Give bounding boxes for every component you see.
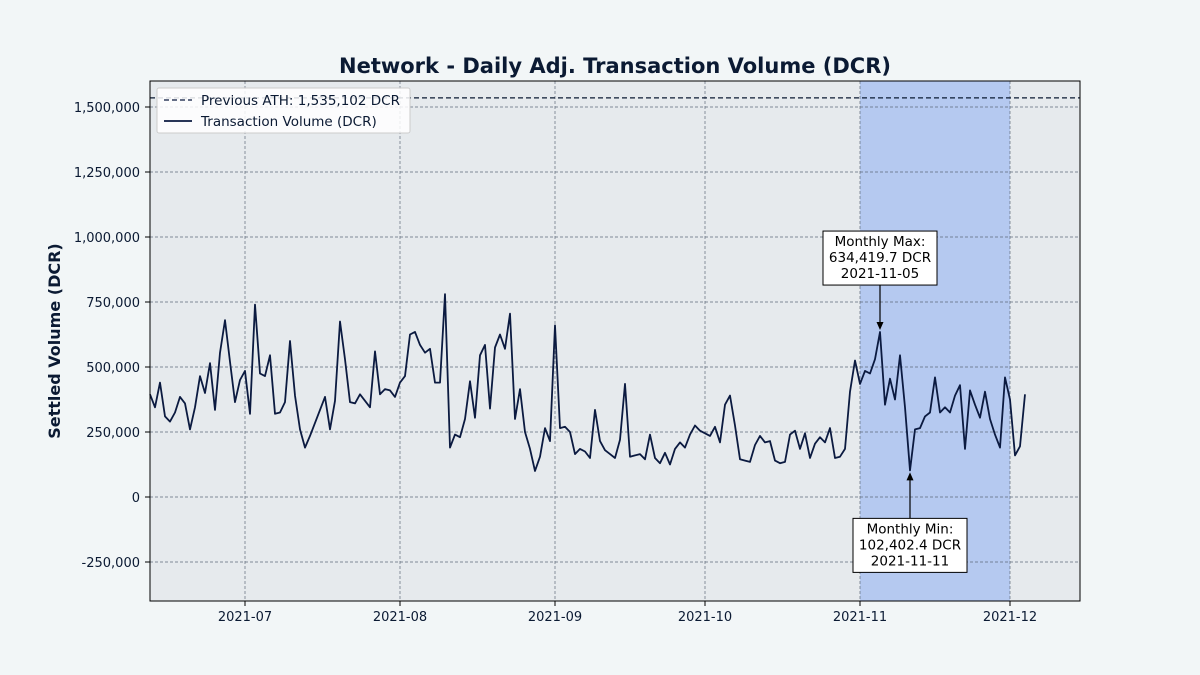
plot-area-frame — [149, 80, 1081, 602]
y-tick-label: 1,500,000 — [74, 101, 140, 116]
annotation-text-line: 102,402.4 DCR — [859, 537, 961, 553]
x-tick-label: 2021-09 — [528, 610, 582, 625]
x-tick-label: 2021-07 — [218, 610, 272, 625]
x-tick-label: 2021-08 — [373, 610, 427, 625]
annotation-text-line: 2021-11-11 — [871, 553, 949, 569]
series-line-transaction-volume — [149, 293, 1026, 472]
y-tick-label: 500,000 — [86, 361, 140, 376]
y-tick-label: 1,000,000 — [74, 231, 140, 246]
chart-title: Network - Daily Adj. Transaction Volume … — [339, 54, 891, 78]
y-axis-title: Settled Volume (DCR) — [45, 243, 64, 438]
x-tick-label: 2021-10 — [678, 610, 732, 625]
y-tick-label: 0 — [132, 491, 140, 506]
y-tick-label: 750,000 — [86, 296, 140, 311]
annotation-text-line: 634,419.7 DCR — [829, 250, 931, 266]
x-tick-label: 2021-11 — [833, 610, 887, 625]
x-tick-label: 2021-12 — [983, 610, 1037, 625]
annotation-text-line: Monthly Max: — [835, 234, 926, 250]
legend-entry-ath-label: Previous ATH: 1,535,102 DCR — [201, 93, 400, 109]
legend-box — [156, 87, 411, 134]
annotation-box — [852, 517, 968, 573]
annotation-arrowhead — [876, 322, 884, 331]
highlight-span-november — [860, 81, 1010, 601]
annotation-box — [822, 230, 938, 286]
y-tick-label: -250,000 — [82, 556, 140, 571]
annotation-text-line: Monthly Min: — [867, 521, 954, 537]
annotation-arrowhead — [906, 472, 914, 481]
legend-entry-volume-label: Transaction Volume (DCR) — [200, 114, 377, 130]
y-tick-label: 1,250,000 — [74, 166, 140, 181]
y-tick-label: 250,000 — [86, 426, 140, 441]
annotation-text-line: 2021-11-05 — [841, 266, 919, 282]
